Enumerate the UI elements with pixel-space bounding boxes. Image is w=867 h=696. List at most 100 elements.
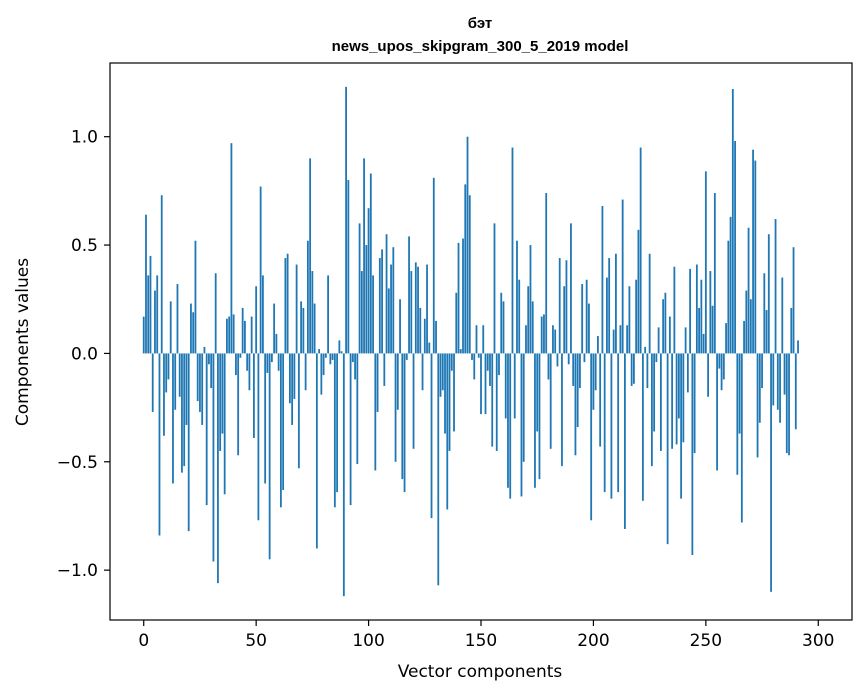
bar	[286, 253, 289, 354]
bar	[408, 236, 410, 354]
bar	[270, 353, 273, 363]
bar	[758, 353, 761, 423]
bar	[498, 353, 500, 376]
bar	[520, 353, 523, 497]
x-tick-label: 250	[690, 631, 722, 651]
bar	[592, 353, 595, 410]
bar	[558, 258, 561, 354]
bar	[196, 353, 199, 402]
bar	[722, 353, 725, 380]
bar	[309, 158, 312, 354]
bar	[322, 353, 325, 376]
bar	[572, 353, 575, 386]
bar	[556, 353, 559, 367]
bar	[475, 325, 478, 354]
bar	[540, 316, 543, 354]
bar	[734, 141, 736, 354]
bar	[190, 303, 192, 354]
x-tick-label: 50	[245, 631, 267, 651]
bar	[160, 195, 163, 354]
bar	[367, 208, 370, 354]
bar	[419, 307, 422, 354]
bar	[581, 284, 584, 354]
bar	[754, 160, 757, 354]
bar	[360, 271, 363, 354]
bar	[639, 147, 642, 354]
bar	[507, 353, 509, 488]
bar	[228, 316, 231, 354]
bar	[543, 314, 545, 354]
bar	[529, 245, 532, 354]
bar	[484, 353, 487, 415]
bar	[306, 240, 309, 354]
bar	[621, 199, 624, 354]
bar	[603, 353, 606, 493]
bar	[199, 353, 201, 412]
bar	[275, 333, 278, 354]
bar	[405, 353, 408, 360]
bar	[585, 279, 588, 354]
bar	[516, 240, 518, 354]
bar	[549, 353, 552, 449]
bar	[432, 177, 435, 354]
bar	[246, 353, 249, 371]
bar	[394, 353, 397, 462]
bar	[154, 290, 156, 354]
bar	[626, 325, 629, 354]
bar	[725, 323, 727, 354]
bar	[457, 242, 460, 354]
bar	[767, 234, 770, 354]
x-tick-label: 300	[802, 631, 834, 651]
bar	[597, 336, 599, 354]
bar	[743, 320, 745, 354]
bar	[711, 305, 714, 354]
bar	[630, 353, 633, 386]
bar	[223, 353, 226, 495]
bar	[426, 264, 428, 354]
bar	[727, 240, 730, 354]
bar	[149, 255, 152, 354]
bar	[493, 223, 496, 354]
bar	[765, 310, 768, 354]
bar	[378, 258, 381, 354]
bar	[205, 353, 208, 506]
bar	[446, 353, 449, 510]
bar	[340, 351, 343, 354]
bar	[644, 346, 647, 354]
x-tick-label: 150	[465, 631, 497, 651]
bar	[284, 258, 287, 354]
bar	[145, 214, 147, 354]
bar	[655, 353, 658, 363]
bar	[489, 353, 491, 386]
bar	[412, 353, 415, 449]
bar	[538, 353, 541, 480]
x-tick-label: 100	[352, 631, 384, 651]
bar	[709, 271, 712, 354]
bar	[689, 268, 692, 354]
bar	[691, 353, 694, 555]
bar	[241, 307, 244, 354]
bar	[212, 353, 215, 562]
x-tick-label: 200	[577, 631, 609, 651]
bar	[214, 273, 217, 354]
bar	[495, 353, 498, 451]
bar	[437, 353, 440, 586]
bar	[217, 353, 219, 584]
bar	[686, 353, 689, 393]
bar	[617, 353, 620, 493]
bar	[707, 353, 709, 397]
bar	[619, 325, 622, 354]
bar	[547, 353, 550, 380]
bar	[279, 353, 282, 508]
bar	[333, 353, 336, 508]
bar	[430, 353, 433, 519]
bar	[509, 353, 512, 499]
bar	[731, 89, 734, 354]
bar	[740, 353, 743, 523]
bar	[428, 342, 431, 354]
bar	[219, 353, 222, 451]
bar	[266, 353, 269, 373]
bar	[574, 353, 577, 456]
bar	[576, 353, 579, 428]
bar	[637, 229, 640, 354]
